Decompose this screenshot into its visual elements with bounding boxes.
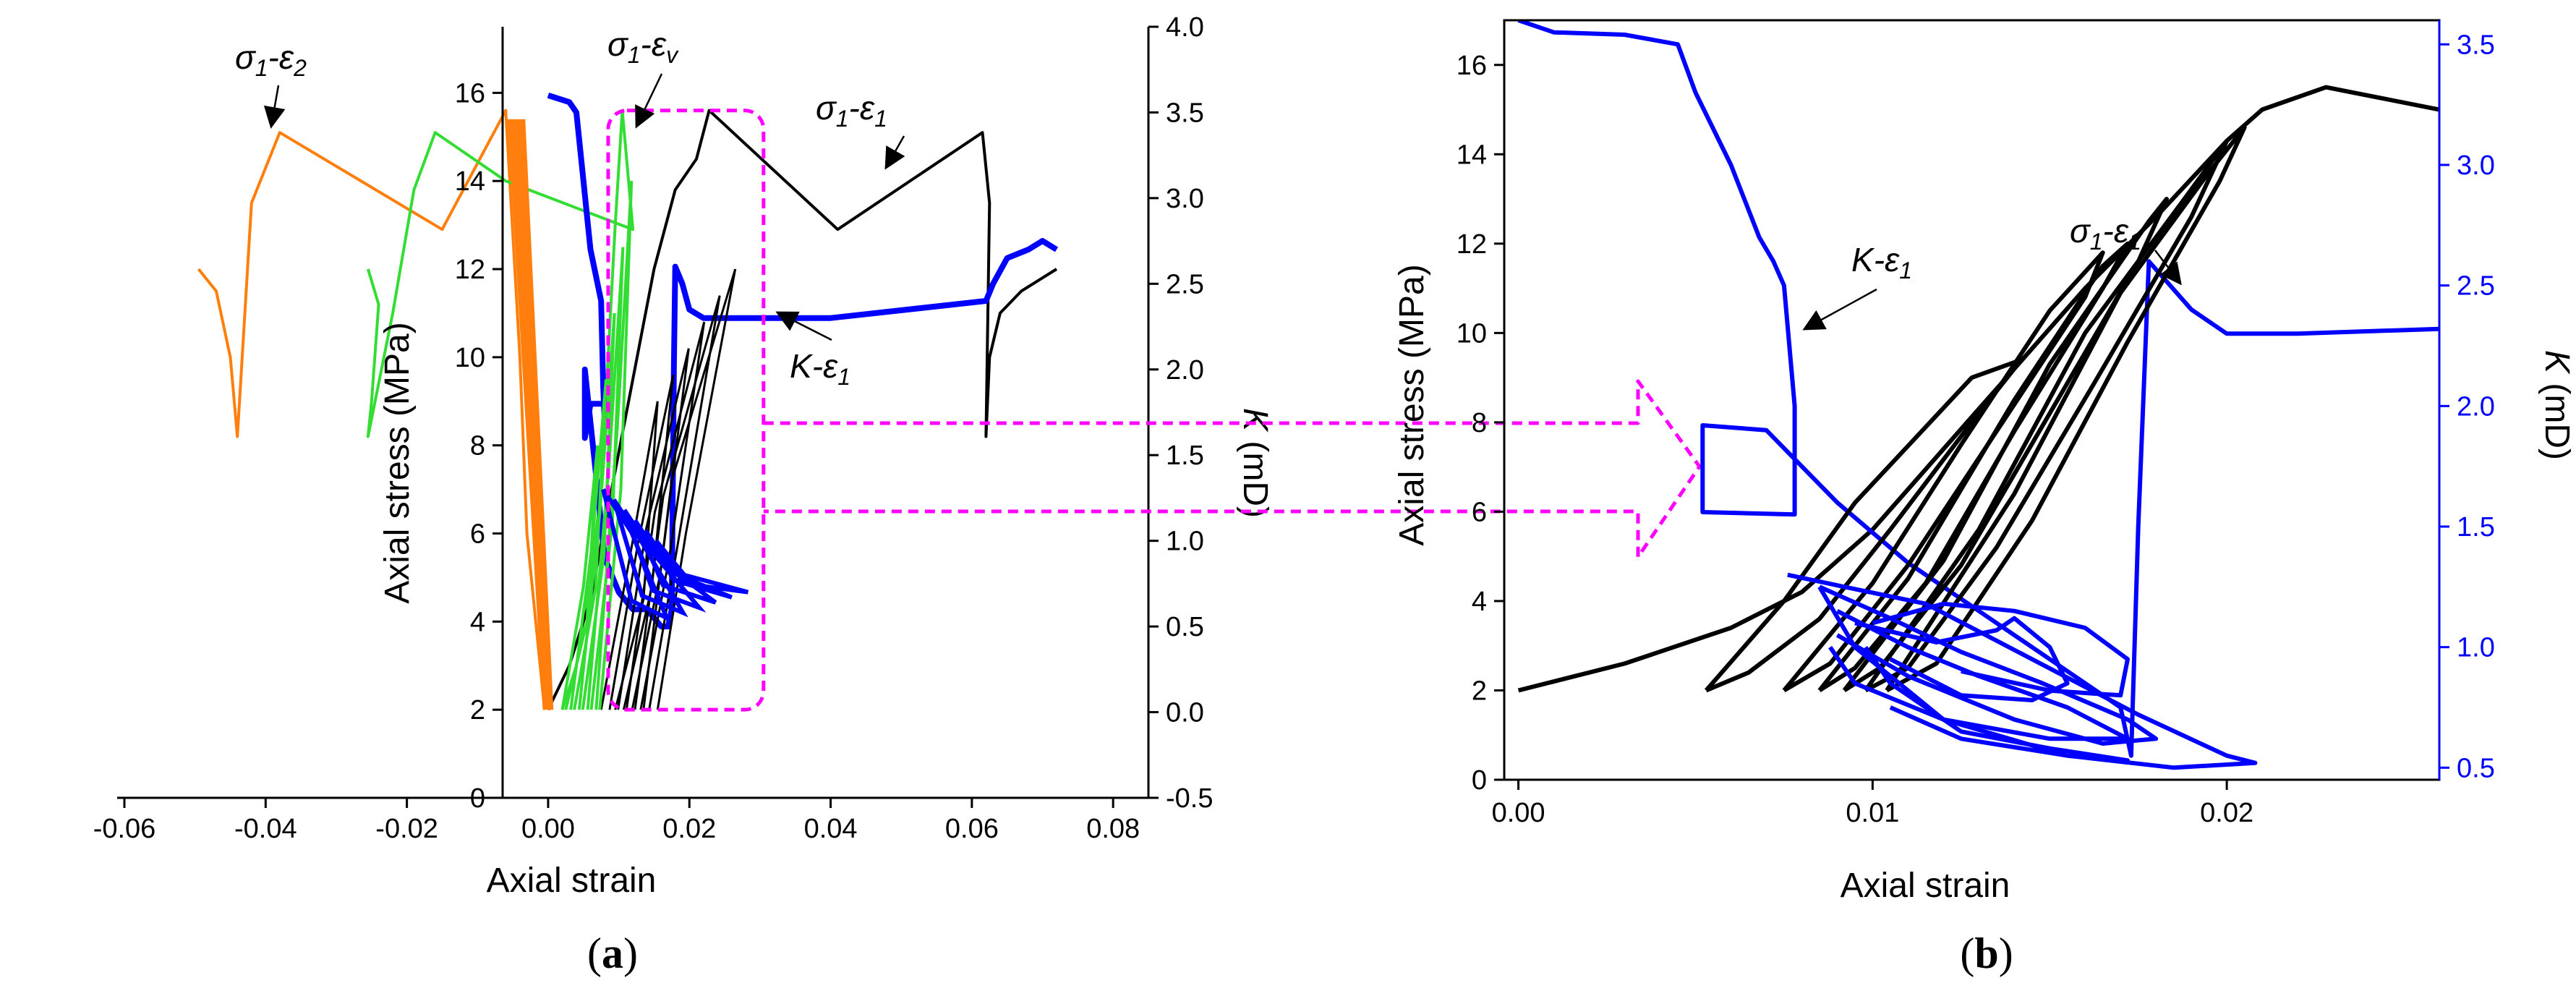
chart-a-annotation-arrow (635, 73, 663, 129)
chart-a-annotation: K-ε1 (790, 347, 850, 390)
chart-b-xtick-label: 0.00 (1492, 798, 1545, 828)
chart-a-y2tick-label: 2.5 (1166, 269, 1204, 299)
chart-b-loop-k (1872, 601, 2130, 698)
chart-b-xtick-label: 0.02 (2200, 798, 2253, 828)
chart-a-ytick-label: 10 (455, 343, 485, 373)
chart-b-panel-label: (b) (1960, 929, 2013, 977)
chart-a-ylabel: Axial stress (MPa) (378, 322, 417, 603)
chart-b-y2tick-label: 0.5 (2457, 753, 2495, 783)
chart-a-xlabel: Axial strain (487, 861, 657, 900)
chart-a-y2tick-label: 1.5 (1166, 441, 1204, 471)
chart-a-xtick-label: 0.02 (662, 814, 716, 844)
chart-a-ytick-label: 12 (455, 255, 485, 285)
chart-a-xtick-label: 0.00 (521, 814, 575, 844)
chart-b-y2tick-label: 2.0 (2457, 391, 2495, 422)
zoom-arrow (763, 379, 1702, 559)
chart-b-loop-k (1864, 646, 2130, 763)
chart-a-y2tick-label: 2.0 (1166, 355, 1204, 386)
chart-a-y2tick-label: 3.0 (1166, 184, 1204, 214)
chart-a-ytick-label: 4 (470, 607, 485, 637)
chart-b-xtick-label: 0.01 (1846, 798, 1899, 828)
chart-a-annotation: σ1-εv (607, 25, 679, 68)
chart-b-y2tick-label: 1.0 (2457, 633, 2495, 663)
chart-b-loop-stress (1842, 197, 2169, 693)
chart-b-annotation: σ1-ε1 (2070, 212, 2141, 255)
chart-a-annotation-arrow (884, 135, 905, 170)
chart-b-loop-k (1828, 609, 2130, 741)
chart-a-annotation-arrow (775, 311, 832, 341)
chart-b-annotation-arrow (1802, 288, 1877, 331)
chart-b-y2tick-label: 3.0 (2457, 150, 2495, 181)
chart-a-loop-e2 (521, 119, 554, 710)
chart-a-xtick-label: -0.06 (93, 814, 156, 844)
chart-a-loop-k (601, 488, 671, 623)
chart-a-annotation: σ1-ε1 (816, 89, 887, 132)
chart-b: 0.00 0.01 0.02 0 2 4 6 8 10 12 14 16 0.5 1.0 1.5 2.0 2.5… (1393, 19, 2576, 977)
chart-a-loop-k (654, 539, 749, 595)
chart-b-y2tick-label: 1.5 (2457, 512, 2495, 542)
chart-a-panel-label: (a) (587, 929, 638, 977)
chart-a-zoom-box (606, 108, 766, 712)
chart-b-loop-stress (1864, 138, 2230, 693)
chart-a-loop-k (644, 529, 733, 600)
chart-a-loop-ev (560, 445, 600, 710)
chart-a-ytick-label: 14 (455, 166, 485, 197)
chart-a-ytick-label: 16 (455, 78, 485, 108)
chart-a-y2tick-label: 3.5 (1166, 98, 1204, 128)
chart-b-ytick-label: 6 (1472, 497, 1487, 527)
chart-a-y2tick-label: 1.0 (1166, 527, 1204, 557)
chart-a-loop-e1 (608, 374, 675, 710)
chart-a-series-0 (197, 108, 546, 710)
chart-b-loop-k (1854, 616, 2070, 702)
chart-b-y2tick-label: 2.5 (2457, 271, 2495, 302)
zoom-connector (763, 379, 1702, 559)
chart-b-loop-k (1818, 584, 2159, 746)
chart-a-loop-e1 (642, 268, 737, 710)
chart-a-y2tick-label: 4.0 (1166, 12, 1204, 43)
chart-b-annotation-arrow (2154, 250, 2182, 286)
chart-a: -0.06 -0.04 -0.02 0.00 0.02 0.04 0.06 0.08 0 2 4 6 8… (93, 12, 1274, 977)
chart-b-ytick-label: 10 (1457, 318, 1487, 349)
chart-b-ytick-label: 0 (1472, 765, 1487, 796)
chart-b-xlabel: Axial strain (1841, 867, 2010, 905)
chart-b-ytick-label: 4 (1472, 587, 1487, 617)
chart-a-loop-e1 (617, 348, 690, 710)
chart-a-y2tick-label: -0.5 (1166, 783, 1213, 814)
chart-a-xtick-label: -0.02 (375, 814, 438, 844)
chart-b-series-1 (1517, 20, 2439, 758)
chart-a-loop-e1 (600, 401, 659, 710)
chart-b-ylabel: Axial stress (MPa) (1393, 264, 1431, 545)
chart-a-ytick-label: 0 (470, 783, 485, 814)
chart-b-loop-stress (1817, 241, 2130, 693)
chart-a-annotation-arrow (263, 85, 286, 129)
chart-a-xtick-label: 0.04 (804, 814, 858, 844)
chart-a-ytick-label: 6 (470, 519, 485, 550)
chart-b-y2tick-label: 3.5 (2457, 30, 2495, 60)
chart-b-ytick-label: 2 (1472, 676, 1487, 706)
chart-a-annotation: σ1-ε2 (235, 38, 307, 81)
chart-b-ytick-label: 8 (1472, 408, 1487, 438)
chart-b-y2label: K (mD) (2538, 350, 2576, 460)
chart-b-loop-stress (1782, 250, 2105, 693)
chart-a-ytick-label: 2 (470, 695, 485, 725)
chart-b-loop-stress (1885, 125, 2247, 693)
chart-a-series-1 (366, 108, 635, 710)
chart-a-loop-e1 (625, 321, 706, 710)
chart-a-y2tick-label: 0.0 (1166, 698, 1204, 728)
chart-b-ytick-label: 16 (1457, 51, 1487, 81)
chart-b-annotation: K-ε1 (1851, 241, 1912, 284)
chart-a-y2tick-label: 0.5 (1166, 612, 1204, 642)
chart-a-xtick-label: 0.08 (1086, 814, 1140, 844)
chart-b-frame (1503, 19, 2441, 781)
chart-a-xtick-label: -0.04 (234, 814, 297, 844)
chart-b-ytick-label: 12 (1457, 229, 1487, 260)
chart-a-ytick-label: 8 (470, 431, 485, 461)
chart-b-ytick-label: 14 (1457, 140, 1487, 170)
chart-a-y2label: K (mD) (1236, 408, 1274, 518)
chart-a-xtick-label: 0.06 (945, 814, 999, 844)
